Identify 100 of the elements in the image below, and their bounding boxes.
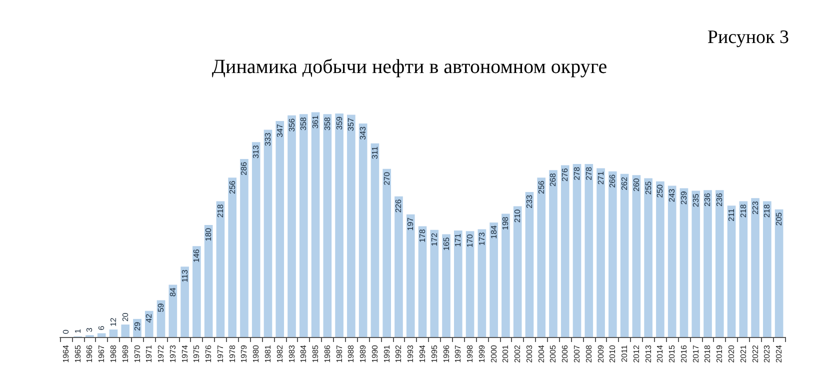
data-label: 218 xyxy=(738,204,748,218)
bar xyxy=(180,266,189,337)
x-tick-label: 1986 xyxy=(322,344,332,363)
data-label: 358 xyxy=(322,116,332,131)
data-label: 271 xyxy=(596,170,606,185)
x-tick-label: 2003 xyxy=(524,344,534,363)
data-label: 197 xyxy=(406,216,416,231)
x-tick-label: 1975 xyxy=(192,344,202,363)
bar xyxy=(454,230,462,337)
bar xyxy=(394,196,403,337)
x-tick-label: 2014 xyxy=(656,344,665,363)
data-label: 172 xyxy=(430,232,439,246)
x-tick-label: 1969 xyxy=(120,344,130,363)
x-tick-label: 1994 xyxy=(418,344,427,363)
x-tick-label: 1967 xyxy=(97,344,106,363)
bar xyxy=(620,174,629,337)
bar xyxy=(192,246,201,337)
bar xyxy=(704,190,712,337)
x-tick-label: 1998 xyxy=(466,344,475,363)
x-tick-label: 2021 xyxy=(738,344,748,363)
data-label: 198 xyxy=(501,216,510,230)
bar xyxy=(668,186,676,337)
data-label: 347 xyxy=(275,123,284,138)
data-label: 0 xyxy=(61,329,70,334)
x-tick-label: 1997 xyxy=(454,344,463,363)
x-tick-label: 1977 xyxy=(216,344,225,363)
x-tick-label: 1984 xyxy=(299,344,308,363)
bar xyxy=(276,120,284,337)
data-label: 59 xyxy=(156,302,166,312)
x-tick-label: 2011 xyxy=(620,344,630,362)
x-tick-label: 2000 xyxy=(489,344,498,363)
bar xyxy=(525,192,534,337)
bar xyxy=(382,168,392,337)
bar xyxy=(466,231,474,337)
x-tick-label: 1992 xyxy=(394,344,404,363)
x-tick-label: 2016 xyxy=(679,344,688,363)
x-tick-label: 1974 xyxy=(180,344,190,363)
data-label: 255 xyxy=(644,180,653,195)
data-label: 262 xyxy=(620,176,630,190)
data-label: 146 xyxy=(192,248,202,262)
bar xyxy=(430,230,439,337)
bar xyxy=(596,168,605,337)
x-tick-label: 2012 xyxy=(632,344,641,363)
x-tick-label: 1979 xyxy=(240,344,249,363)
data-label: 12 xyxy=(108,317,118,327)
bar xyxy=(560,165,570,337)
bar xyxy=(502,214,510,337)
x-tick-label: 2010 xyxy=(608,344,618,363)
bar xyxy=(311,112,320,337)
bar xyxy=(739,201,748,337)
x-tick-label: 1972 xyxy=(156,344,166,363)
bar xyxy=(406,214,415,337)
x-tick-label: 2002 xyxy=(513,344,522,363)
data-label: 311 xyxy=(370,146,380,160)
x-tick-label: 2004 xyxy=(536,344,546,363)
x-tick-label: 1970 xyxy=(132,344,142,363)
x-tick-label: 2018 xyxy=(703,344,712,363)
x-tick-label: 1971 xyxy=(144,344,154,363)
bar xyxy=(299,114,308,337)
bar xyxy=(478,229,486,337)
bar xyxy=(584,164,594,337)
x-tick-label: 1982 xyxy=(275,344,284,363)
x-tick-label: 2023 xyxy=(762,344,772,363)
data-label: 286 xyxy=(240,161,249,176)
bar xyxy=(656,181,664,337)
x-tick-label: 1990 xyxy=(370,344,380,363)
data-label: 173 xyxy=(477,232,486,246)
bar xyxy=(121,324,130,337)
data-label: 165 xyxy=(442,236,451,251)
x-tick-label: 2008 xyxy=(584,344,594,363)
x-tick-label: 2005 xyxy=(548,344,558,363)
x-tick-label: 1999 xyxy=(477,344,486,363)
data-label: 243 xyxy=(668,188,677,202)
data-label: 211 xyxy=(727,208,736,222)
x-tick-label: 1996 xyxy=(442,344,451,363)
x-tick-label: 2013 xyxy=(644,344,653,363)
x-tick-label: 1989 xyxy=(358,344,368,363)
data-label: 84 xyxy=(168,287,178,297)
data-label: 358 xyxy=(299,116,308,131)
data-label: 233 xyxy=(524,194,534,208)
data-label: 266 xyxy=(608,174,618,188)
x-tick-label: 1993 xyxy=(406,344,416,363)
x-tick-label: 1966 xyxy=(85,344,94,363)
data-label: 235 xyxy=(691,193,700,208)
x-tick-label: 2007 xyxy=(572,344,582,363)
bar xyxy=(751,198,760,337)
bar xyxy=(335,114,344,337)
chart-title: Динамика добычи нефти в автономном округе xyxy=(212,56,608,78)
data-label: 180 xyxy=(204,227,214,242)
x-tick-label: 2019 xyxy=(715,344,724,363)
x-tick-label: 2001 xyxy=(501,344,510,363)
data-label: 270 xyxy=(382,171,392,186)
bar xyxy=(644,178,652,337)
x-tick-label: 1985 xyxy=(311,344,320,363)
data-label: 260 xyxy=(632,178,641,192)
x-tick-label: 1981 xyxy=(263,344,272,363)
bar xyxy=(240,158,248,337)
bar xyxy=(774,209,784,337)
x-tick-label: 2006 xyxy=(560,344,570,363)
data-label: 218 xyxy=(762,204,772,218)
